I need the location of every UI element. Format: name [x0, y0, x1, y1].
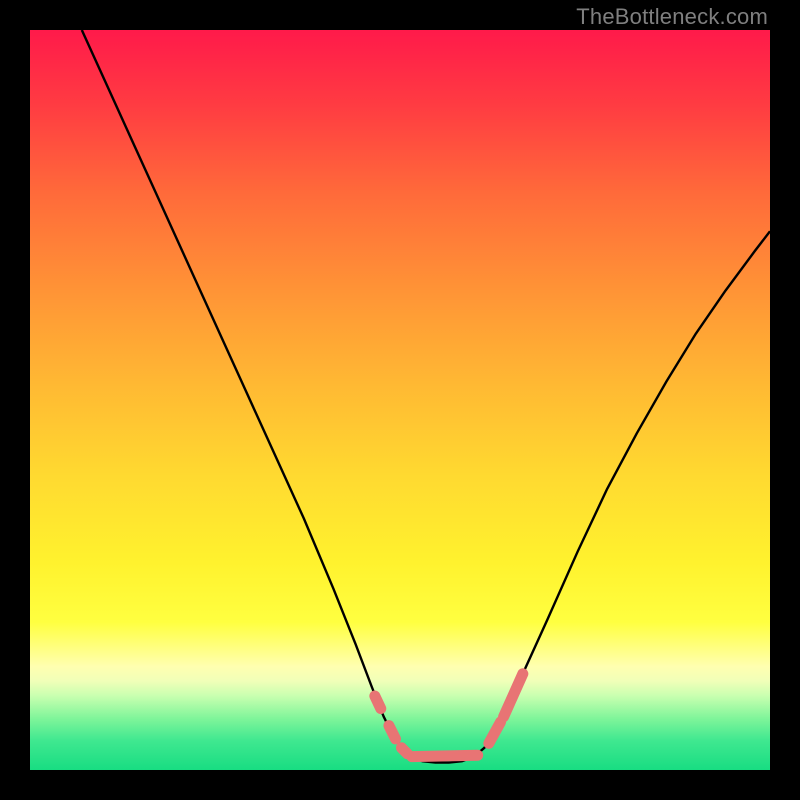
plot-gradient-background [30, 30, 770, 770]
watermark-text: TheBottleneck.com [576, 4, 768, 30]
chart-stage: TheBottleneck.com [0, 0, 800, 800]
